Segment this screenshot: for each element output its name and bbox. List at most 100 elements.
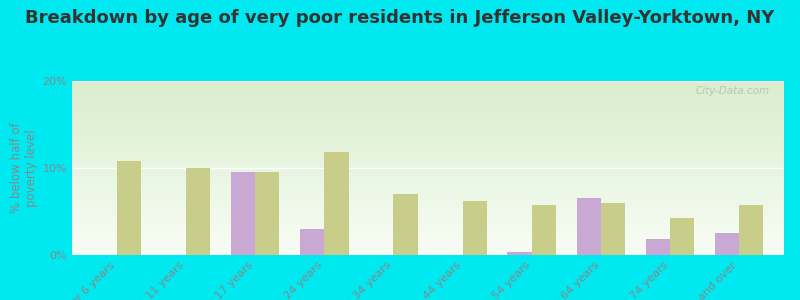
Bar <box>72 250 784 251</box>
Bar <box>72 133 784 135</box>
Bar <box>72 215 784 217</box>
Bar <box>72 102 784 104</box>
Bar <box>72 192 784 194</box>
Bar <box>72 190 784 192</box>
Bar <box>72 130 784 131</box>
Bar <box>72 151 784 152</box>
Bar <box>72 119 784 121</box>
Bar <box>72 206 784 208</box>
Bar <box>72 111 784 112</box>
Bar <box>72 140 784 142</box>
Bar <box>72 95 784 97</box>
Bar <box>601 203 625 255</box>
Bar <box>72 114 784 116</box>
Bar <box>72 131 784 133</box>
Bar <box>72 236 784 238</box>
Bar <box>72 199 784 201</box>
Bar <box>72 225 784 227</box>
Bar <box>72 85 784 86</box>
Text: Breakdown by age of very poor residents in Jefferson Valley-Yorktown, NY: Breakdown by age of very poor residents … <box>26 9 774 27</box>
Bar <box>72 126 784 128</box>
Bar <box>72 112 784 114</box>
Bar <box>72 144 784 146</box>
Bar <box>72 244 784 246</box>
Bar <box>72 224 784 225</box>
Bar <box>72 154 784 156</box>
Bar <box>72 124 784 126</box>
Bar <box>300 229 324 255</box>
Bar <box>72 156 784 158</box>
Bar <box>72 222 784 224</box>
Bar <box>186 168 210 255</box>
Bar <box>577 199 601 255</box>
Bar <box>72 152 784 154</box>
Bar <box>72 138 784 140</box>
Bar <box>72 182 784 184</box>
Bar <box>72 137 784 138</box>
Bar <box>72 161 784 163</box>
Bar <box>72 97 784 98</box>
Bar <box>72 180 784 182</box>
Bar <box>462 201 486 255</box>
Bar <box>72 135 784 137</box>
Bar <box>72 103 784 105</box>
Bar <box>72 220 784 222</box>
Bar <box>72 164 784 166</box>
Text: City-Data.com: City-Data.com <box>696 86 770 96</box>
Bar <box>394 194 418 255</box>
Bar <box>72 210 784 212</box>
Bar <box>670 218 694 255</box>
Bar <box>72 128 784 130</box>
Y-axis label: % below half of
poverty level: % below half of poverty level <box>10 123 38 213</box>
Bar <box>72 185 784 187</box>
Bar <box>231 172 255 255</box>
Bar <box>72 81 784 83</box>
Bar <box>72 184 784 185</box>
Bar <box>72 116 784 118</box>
Bar <box>72 163 784 164</box>
Bar <box>72 105 784 107</box>
Bar <box>72 121 784 123</box>
Bar <box>72 88 784 90</box>
Bar <box>72 246 784 248</box>
Bar <box>72 93 784 95</box>
Bar <box>72 146 784 147</box>
Bar <box>72 212 784 213</box>
Bar <box>646 239 670 255</box>
Bar <box>117 161 141 255</box>
Bar <box>72 243 784 244</box>
Bar <box>72 253 784 255</box>
Bar <box>72 170 784 172</box>
Bar <box>72 251 784 253</box>
Bar <box>72 172 784 173</box>
Bar <box>72 194 784 196</box>
Bar <box>72 100 784 102</box>
Bar <box>72 213 784 215</box>
Bar <box>72 149 784 151</box>
Bar <box>72 147 784 149</box>
Bar <box>72 189 784 190</box>
Bar <box>72 198 784 199</box>
Bar <box>72 168 784 170</box>
Bar <box>72 231 784 233</box>
Bar <box>72 166 784 168</box>
Bar <box>72 175 784 177</box>
Bar <box>324 152 349 255</box>
Bar <box>72 178 784 180</box>
Bar <box>72 248 784 250</box>
Bar <box>72 118 784 119</box>
Bar <box>72 158 784 159</box>
Bar <box>72 196 784 198</box>
Bar <box>72 241 784 243</box>
Bar <box>72 208 784 210</box>
Bar <box>72 83 784 85</box>
Bar <box>72 187 784 189</box>
Bar <box>507 252 532 255</box>
Bar <box>255 172 279 255</box>
Bar <box>72 86 784 88</box>
Bar <box>532 205 556 255</box>
Bar <box>72 177 784 178</box>
Bar <box>72 142 784 144</box>
Bar <box>72 109 784 111</box>
Bar <box>72 173 784 175</box>
